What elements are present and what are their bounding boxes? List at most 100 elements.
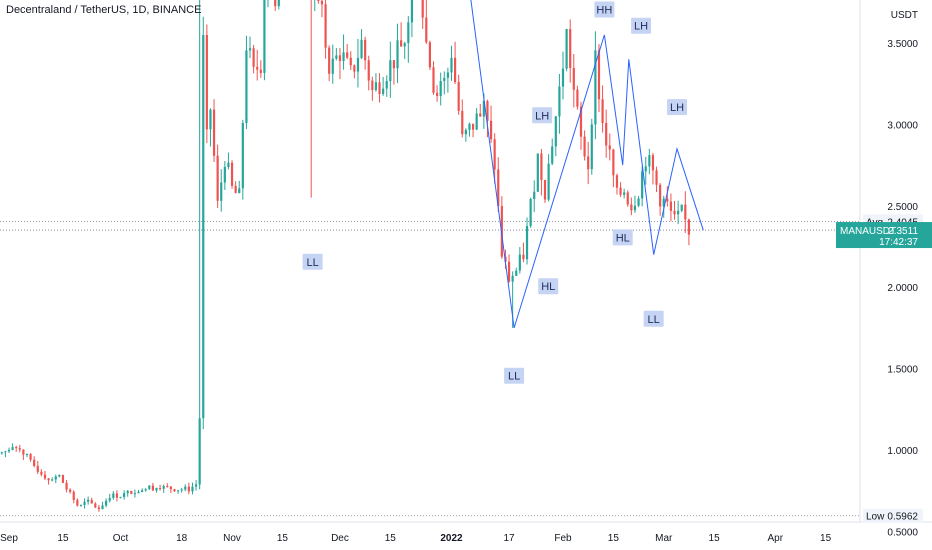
annotation-label: LL — [306, 257, 318, 269]
candle-body — [36, 465, 39, 472]
candle-body — [687, 219, 691, 235]
candle-body — [148, 485, 151, 490]
candle-body — [533, 191, 536, 199]
candle-body — [137, 492, 140, 494]
candle-body — [25, 454, 29, 456]
candle-body — [29, 454, 32, 460]
candle-body — [187, 486, 190, 492]
candle-body — [123, 493, 126, 497]
x-tick-label: 18 — [176, 533, 188, 544]
candle-body — [493, 139, 496, 170]
candle-body — [522, 254, 525, 260]
candle-body — [623, 192, 626, 195]
candle-body — [87, 499, 90, 502]
candle-body — [482, 101, 485, 117]
candle-body — [630, 204, 633, 211]
y-tick-label: 3.0000 — [887, 120, 918, 131]
candle-body — [54, 476, 57, 480]
candle-body — [594, 50, 597, 125]
candle-body — [58, 475, 61, 477]
candle-body — [238, 188, 241, 194]
candle-body — [155, 488, 158, 491]
candle-body — [428, 42, 431, 68]
candles-group — [0, 0, 691, 512]
candle-body — [47, 478, 50, 481]
candle-body — [374, 82, 378, 91]
annotation-label: LH — [535, 110, 549, 122]
candle-body — [130, 490, 133, 494]
candle-body — [597, 50, 601, 100]
candle-body — [543, 180, 547, 200]
candle-body — [554, 116, 557, 147]
candle-body — [641, 171, 644, 199]
candle-body — [619, 187, 622, 195]
candle-body — [256, 66, 259, 70]
candle-body — [392, 60, 396, 69]
x-tick-label: 15 — [277, 533, 289, 544]
candle-body — [644, 166, 647, 172]
candle-body — [547, 163, 550, 200]
candle-body — [651, 155, 655, 171]
candle-body — [349, 57, 352, 66]
candle-body — [18, 448, 21, 450]
candle-body — [605, 122, 608, 146]
candle-body — [356, 58, 360, 72]
candle-body — [583, 136, 586, 157]
candle-body — [223, 166, 226, 183]
y-tick-label: 3.5000 — [887, 39, 918, 50]
last-price-badge — [836, 222, 932, 249]
candle-body — [112, 493, 115, 498]
annotation-label: LH — [634, 21, 648, 33]
candle-body — [234, 185, 237, 194]
y-tick-label: 1.5000 — [887, 365, 918, 376]
candle-body — [220, 182, 223, 201]
candle-body — [263, 0, 266, 73]
candle-body — [180, 489, 183, 491]
candle-body — [371, 80, 374, 91]
candle-body — [655, 170, 658, 185]
candle-body — [83, 501, 86, 505]
candle-body — [105, 500, 108, 506]
candle-body — [43, 474, 47, 479]
candle-body — [198, 418, 201, 485]
candle-body — [457, 82, 460, 111]
x-tick-label: Nov — [223, 533, 241, 544]
annotation-label: HH — [596, 4, 612, 16]
candle-body — [119, 496, 122, 498]
candle-body — [277, 0, 280, 7]
annotation-bg — [667, 99, 688, 116]
annotation-label: LL — [508, 371, 520, 383]
candle-body — [79, 504, 83, 506]
candle-body — [97, 507, 101, 510]
annotation-label: LH — [670, 102, 684, 114]
candle-body — [507, 261, 511, 282]
candle-body — [450, 57, 453, 73]
candle-body — [72, 491, 75, 500]
candle-body — [245, 50, 248, 124]
candle-body — [565, 29, 568, 69]
candle-body — [69, 489, 72, 492]
candle-body — [61, 475, 65, 483]
x-tick-label: Dec — [331, 533, 349, 544]
candle-body — [335, 55, 338, 59]
candle-body — [518, 254, 521, 271]
candle-body — [551, 146, 554, 164]
x-tick-label: Feb — [554, 533, 572, 544]
candle-body — [558, 86, 561, 117]
candle-body — [15, 447, 18, 449]
annotation-bg — [612, 229, 633, 246]
candle-body — [425, 17, 428, 43]
candle-body — [471, 123, 475, 130]
annotation-bg — [643, 310, 664, 327]
candle-body — [515, 270, 518, 276]
y-tick-label: 0.5000 — [887, 527, 918, 538]
candle-body — [680, 204, 683, 211]
candle-body — [432, 67, 435, 93]
candle-body — [252, 48, 255, 67]
candle-body — [173, 489, 176, 492]
candle-body — [11, 447, 14, 450]
candle-body — [328, 47, 331, 74]
candle-body — [33, 459, 36, 466]
candle-body — [169, 486, 172, 490]
